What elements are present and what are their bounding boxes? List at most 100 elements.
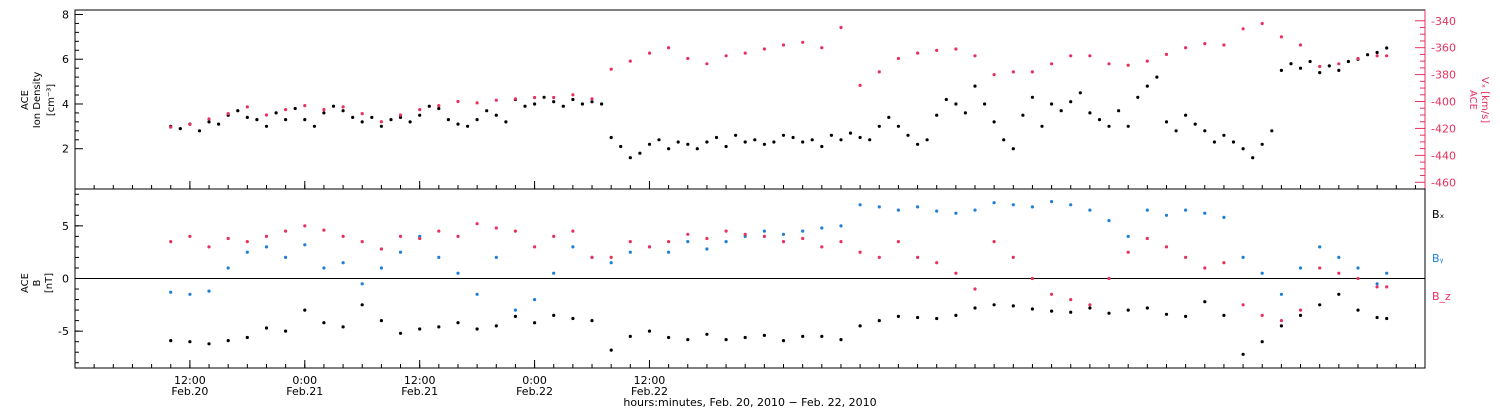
density-point	[1222, 133, 1226, 137]
bx-point	[1126, 308, 1130, 312]
density-point	[293, 106, 297, 111]
bz-point	[801, 236, 805, 241]
density-point	[236, 109, 240, 113]
density-point	[647, 142, 652, 146]
by-point	[1030, 205, 1034, 209]
vx-point	[341, 105, 345, 109]
bz-point	[169, 240, 173, 244]
density-point	[1164, 120, 1169, 124]
density-y-tick-label: 4	[62, 98, 69, 111]
vx-point	[1298, 43, 1303, 47]
density-point	[887, 115, 891, 119]
by-point	[820, 226, 824, 230]
by-point	[839, 224, 843, 228]
density-point	[494, 113, 498, 117]
vx-point	[896, 56, 901, 61]
density-point	[1231, 140, 1236, 144]
density-point	[1241, 147, 1245, 151]
by-point	[494, 255, 498, 259]
density-point	[485, 109, 489, 113]
density-point	[1078, 91, 1082, 95]
by-point	[264, 245, 269, 249]
vx-point	[513, 97, 518, 101]
vx-point	[1279, 35, 1283, 39]
bx-point	[494, 324, 498, 328]
bz-point	[1069, 298, 1073, 302]
vx-point	[207, 117, 211, 121]
density-point	[284, 118, 288, 122]
bz-point	[781, 240, 786, 244]
density-point	[1155, 75, 1159, 79]
density-point	[1203, 129, 1207, 133]
by-point	[1088, 208, 1092, 212]
bx-point	[1145, 306, 1149, 310]
vx-point	[590, 97, 594, 101]
vx-point	[494, 98, 498, 102]
vx-point	[437, 104, 441, 108]
x-tick-time-label: 0:00	[292, 374, 317, 387]
bz-point	[1318, 266, 1322, 270]
bz-point	[1088, 303, 1092, 307]
density-point	[217, 122, 221, 126]
bz-point	[992, 240, 996, 244]
by-point	[916, 205, 920, 209]
by-point	[437, 255, 441, 259]
density-point	[858, 135, 862, 140]
bx-point	[609, 348, 613, 352]
density-point	[1136, 95, 1140, 99]
density-point	[274, 111, 278, 115]
bx-point	[513, 314, 518, 318]
density-point	[408, 120, 412, 124]
density-point	[370, 115, 374, 119]
density-point	[1107, 124, 1111, 128]
bz-point	[494, 226, 498, 230]
density-point	[944, 97, 948, 102]
bz-point	[590, 255, 594, 259]
bz-point	[1298, 308, 1303, 312]
density-point	[925, 138, 929, 142]
density-point	[1059, 109, 1063, 113]
density-point	[724, 144, 728, 149]
vx-point	[647, 51, 652, 55]
vx-point	[245, 105, 249, 109]
by-point	[801, 229, 805, 233]
x-tick-time-label: 0:00	[522, 374, 547, 387]
bx-point	[896, 314, 901, 318]
vx-point	[743, 51, 747, 55]
bz-point	[188, 234, 192, 238]
bz-point	[226, 236, 230, 241]
bz-point	[264, 234, 269, 238]
bx-point	[245, 335, 249, 340]
bz-point	[724, 229, 728, 233]
density-point	[504, 120, 508, 124]
vx-point	[1164, 52, 1169, 57]
by-point	[207, 289, 211, 293]
density-point	[1050, 102, 1054, 106]
density-ylabel-line2: Ion Density	[32, 72, 43, 129]
by-point	[724, 240, 728, 244]
density-point	[312, 124, 316, 128]
bz-point	[1203, 266, 1207, 270]
density-point	[1279, 68, 1283, 72]
density-point	[398, 115, 403, 119]
bz-point	[398, 234, 403, 238]
bx-point	[1164, 312, 1169, 316]
bx-point	[992, 303, 996, 307]
bx-point	[418, 327, 422, 331]
density-point	[973, 84, 977, 88]
x-tick-date-label: Feb.22	[516, 385, 553, 398]
vx-point	[1069, 54, 1073, 58]
density-point	[753, 138, 757, 142]
by-point	[1356, 266, 1360, 270]
by-point	[954, 211, 958, 215]
density-point	[1308, 59, 1312, 64]
vx-point	[322, 108, 326, 112]
density-point	[1145, 84, 1149, 88]
vx-point	[667, 46, 671, 50]
bx-point	[954, 313, 958, 317]
vx-y-tick-label: -360	[1431, 42, 1456, 55]
vx-point	[284, 108, 288, 112]
bx-point	[284, 329, 288, 333]
vx-y-tick-label: -340	[1431, 15, 1456, 28]
